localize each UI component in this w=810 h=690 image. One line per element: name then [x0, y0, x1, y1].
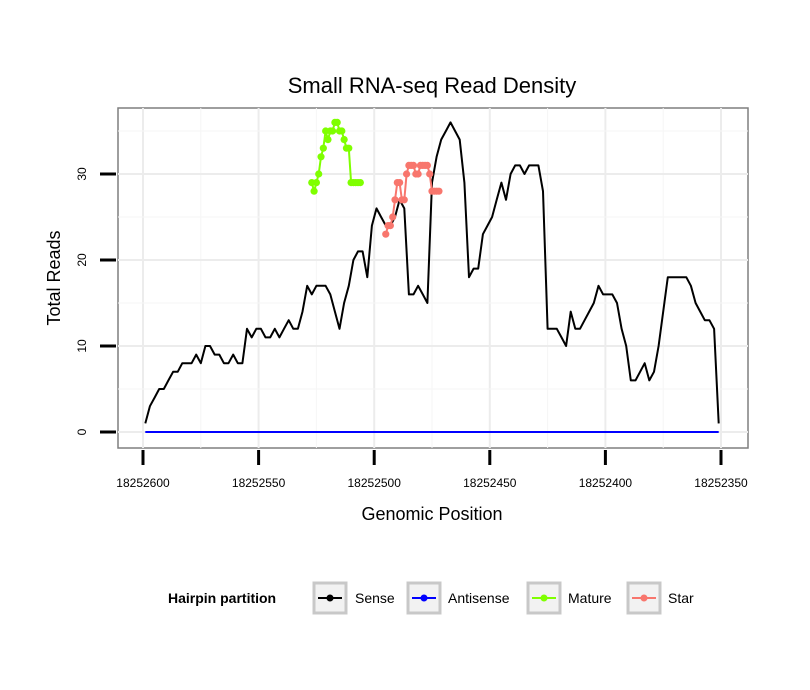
- star-point: [396, 179, 404, 187]
- star-point: [382, 230, 390, 238]
- x-tick-label: 18252350: [694, 476, 748, 490]
- legend-label: Star: [668, 590, 694, 606]
- legend: Hairpin partition Sense Antisense Mature St…: [168, 581, 694, 615]
- y-tick-label: 30: [75, 167, 89, 181]
- legend-label: Mature: [568, 590, 612, 606]
- mature-point: [324, 136, 332, 144]
- x-tick-label: 18252400: [579, 476, 633, 490]
- x-axis-title: Genomic Position: [361, 504, 502, 524]
- y-tick-label: 0: [75, 428, 89, 435]
- legend-key-point: [540, 594, 548, 602]
- legend-item-mature: Mature: [526, 581, 612, 615]
- star-point: [409, 161, 418, 169]
- legend-key-point: [640, 594, 648, 602]
- mature-point: [312, 179, 320, 187]
- legend-item-antisense: Antisense: [406, 581, 510, 615]
- legend-item-sense: Sense: [312, 581, 395, 615]
- star-point: [414, 170, 422, 178]
- x-tick-label: 18252500: [348, 476, 402, 490]
- star-point: [400, 196, 408, 204]
- mature-point: [328, 127, 337, 135]
- mature-point: [345, 144, 353, 152]
- x-axis: 18252600 18252550 18252500 18252450 18252400…: [116, 450, 748, 490]
- legend-title: Hairpin partition: [168, 590, 276, 606]
- star-point: [389, 213, 397, 221]
- star-point: [402, 170, 411, 178]
- x-tick-label: 18252600: [116, 476, 170, 490]
- data-series: [144, 118, 720, 433]
- legend-key-point: [420, 594, 428, 602]
- mature-point: [356, 179, 364, 187]
- mature-point: [340, 136, 348, 144]
- star-point: [391, 196, 399, 204]
- legend-key-point: [326, 594, 334, 602]
- x-tick-label: 18252550: [232, 476, 286, 490]
- y-tick-label: 10: [75, 339, 89, 353]
- mature-point: [319, 144, 327, 152]
- y-tick-label: 20: [75, 253, 89, 267]
- chart-title: Small RNA-seq Read Density: [288, 73, 577, 98]
- plot-panel: [117, 107, 749, 449]
- legend-item-star: Star: [626, 581, 694, 615]
- star-point: [426, 170, 434, 178]
- mature-point: [315, 170, 323, 178]
- y-axis-title: Total Reads: [44, 230, 64, 325]
- mature-point: [338, 127, 346, 135]
- legend-label: Sense: [355, 590, 395, 606]
- mature-point: [333, 118, 341, 126]
- star-point: [423, 161, 431, 169]
- star-point: [435, 187, 443, 195]
- y-axis: 0 10 20 30: [75, 167, 116, 435]
- x-tick-label: 18252450: [463, 476, 517, 490]
- legend-label: Antisense: [448, 590, 510, 606]
- sense-series-line: [144, 121, 720, 424]
- star-point: [386, 222, 394, 230]
- mature-point: [310, 187, 318, 195]
- mature-point: [317, 153, 325, 161]
